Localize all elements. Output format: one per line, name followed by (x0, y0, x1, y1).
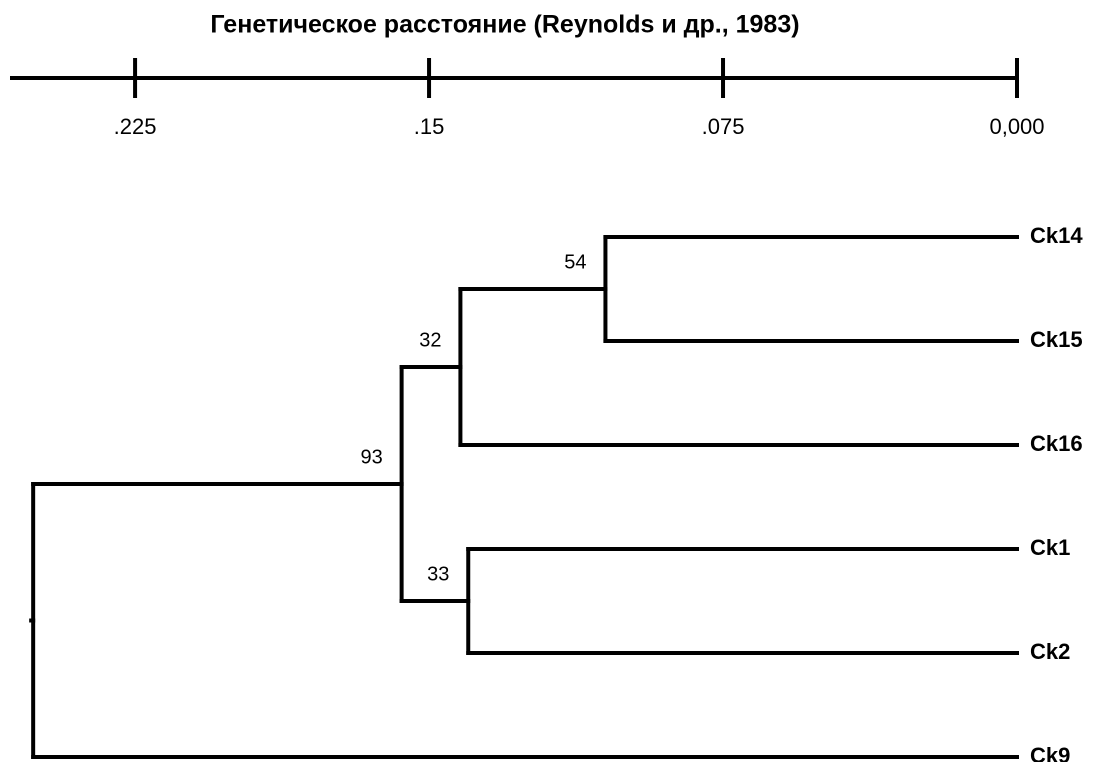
chart-title: Генетическое расстояние (Reynolds и др.,… (210, 11, 799, 39)
leaf-label: Ck1 (1030, 535, 1070, 560)
x-tick-label: .225 (114, 114, 157, 139)
leaf-label: Ck14 (1030, 223, 1083, 248)
leaf-label: Ck16 (1030, 431, 1083, 456)
leaf-label: Ck15 (1030, 327, 1083, 352)
x-tick-label: 0,000 (989, 114, 1044, 139)
support-label: 54 (564, 251, 586, 273)
leaf-label: Ck2 (1030, 639, 1070, 664)
support-label: 32 (419, 329, 441, 351)
x-tick-label: .15 (414, 114, 445, 139)
support-label: 33 (427, 563, 449, 585)
leaf-label: Ck9 (1030, 743, 1070, 762)
x-tick-label: .075 (702, 114, 745, 139)
support-label: 93 (360, 446, 382, 468)
